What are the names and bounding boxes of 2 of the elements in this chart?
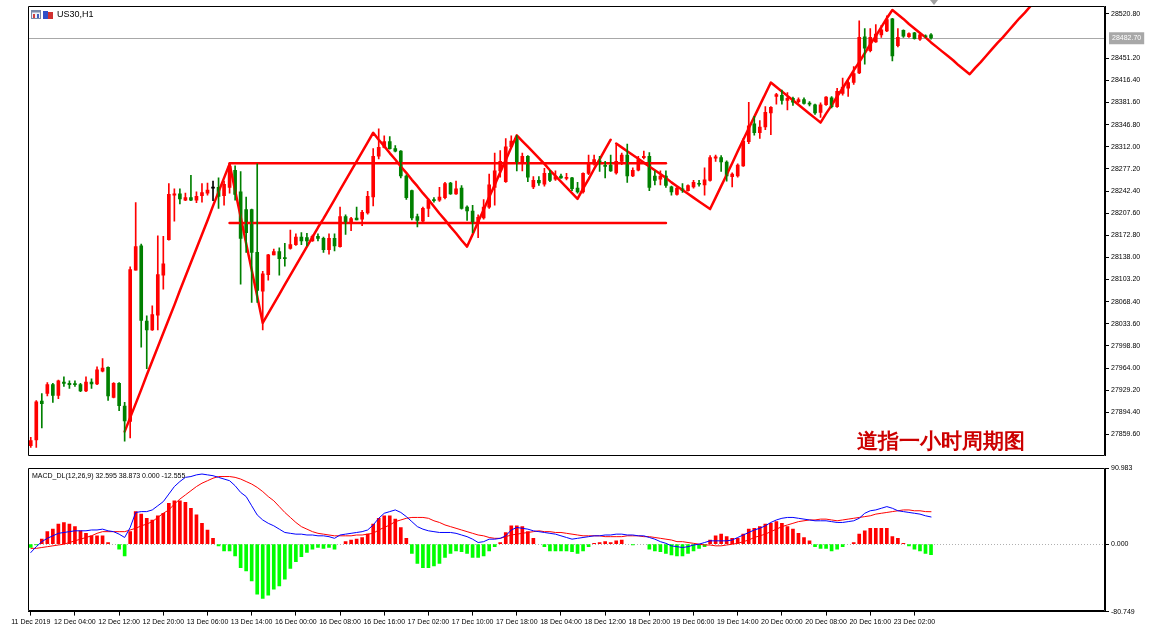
chart-title: US30,H1 xyxy=(57,9,94,20)
annotation: 道指一小时周期图 xyxy=(857,428,1025,454)
